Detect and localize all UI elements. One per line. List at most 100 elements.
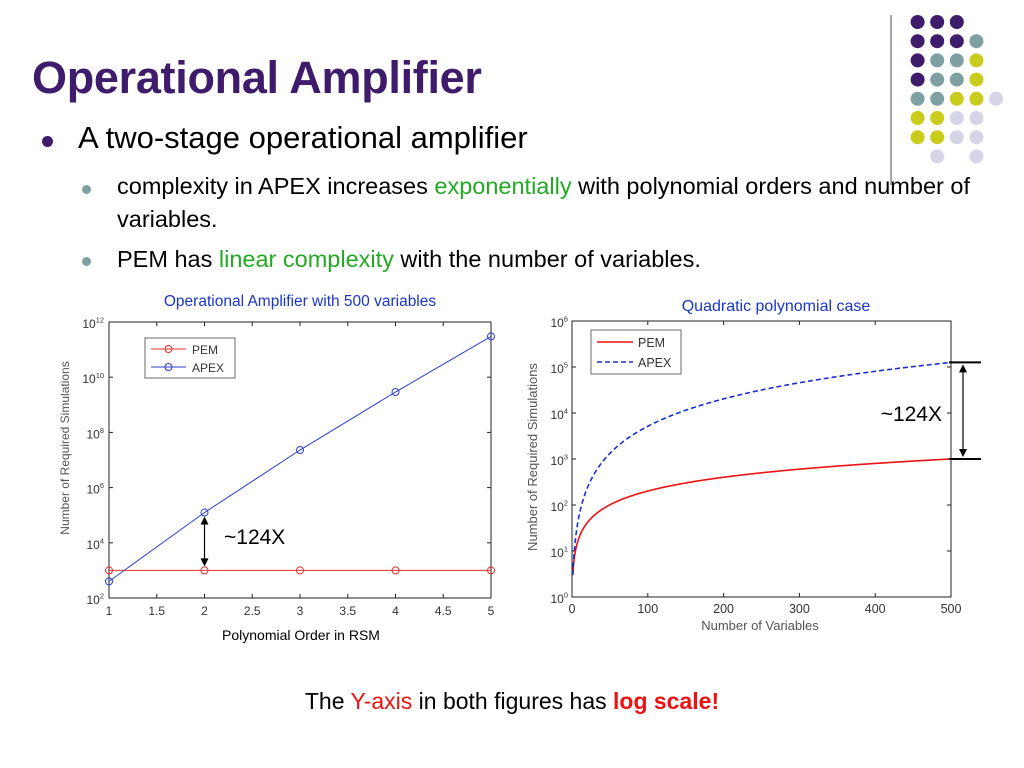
data-point-pem xyxy=(487,566,495,575)
legend-marker xyxy=(164,345,173,353)
legend-label: PEM xyxy=(192,343,218,357)
decorative-dot xyxy=(910,72,925,87)
y-tick-label: 103 xyxy=(551,453,569,468)
highlight-linear-complexity: linear complexity xyxy=(218,246,394,272)
y-tick-label: 106 xyxy=(87,481,105,496)
sub-bullet-complexity: complexity in APEX increases exponential… xyxy=(117,170,977,236)
annotation-arrowhead xyxy=(200,516,209,525)
decorative-dot xyxy=(910,111,925,125)
y-tick-label: 1010 xyxy=(82,371,104,386)
x-tick-label: 4 xyxy=(392,604,399,618)
x-tick-label: 500 xyxy=(941,602,962,616)
decorative-dot xyxy=(949,130,964,145)
series-line-apex xyxy=(571,361,952,576)
data-point-pem xyxy=(105,566,113,575)
x-tick-label: 3.5 xyxy=(339,604,356,618)
decorative-dot xyxy=(930,72,945,87)
decorative-dot xyxy=(930,91,945,106)
decorative-dot xyxy=(969,53,984,68)
data-point-pem xyxy=(296,566,304,575)
bullet-dot-icon xyxy=(42,136,53,147)
decorative-dot xyxy=(949,53,964,68)
data-point-apex xyxy=(105,577,113,586)
y-tick-label: 102 xyxy=(87,592,105,607)
decorative-dot xyxy=(930,111,945,125)
data-point-pem xyxy=(391,566,400,575)
sub-bullet-pem: PEM has linear complexity with the numbe… xyxy=(117,243,977,276)
sub-bullet-dot-icon xyxy=(82,257,91,266)
decorative-dot xyxy=(930,130,945,145)
chart-title: Operational Amplifier with 500 variables xyxy=(164,293,436,310)
series-line-pem xyxy=(571,458,952,576)
sub-bullet-text: with polynomial orders and number of var… xyxy=(117,173,970,232)
decorative-dot xyxy=(969,34,984,49)
y-tick-label: 101 xyxy=(551,545,569,560)
decorative-dot xyxy=(969,91,984,106)
y-axis-label: Number of Required Simulations xyxy=(58,361,72,534)
highlight-exponentially: exponentially xyxy=(434,173,572,199)
data-point-apex xyxy=(296,446,304,455)
decorative-dot xyxy=(969,149,984,164)
footer-note: The Y-axis in both figures has log scale… xyxy=(0,688,1024,715)
x-tick-label: 300 xyxy=(789,602,810,616)
y-tick-label: 100 xyxy=(551,591,569,606)
x-tick-label: 2 xyxy=(201,604,208,618)
x-tick-label: 4.5 xyxy=(435,604,452,618)
decorative-dot xyxy=(949,91,964,106)
legend-label: APEX xyxy=(638,356,672,370)
y-tick-label: 106 xyxy=(551,315,569,330)
highlight-y-axis: Y-axis xyxy=(350,688,413,714)
sub-bullet-text: with the number of variables. xyxy=(393,246,701,272)
bullet-main: A two-stage operational amplifier xyxy=(78,120,528,155)
decorative-dot xyxy=(930,34,945,49)
data-point-apex xyxy=(487,332,495,341)
decorative-dot xyxy=(930,149,945,164)
decorative-dot xyxy=(930,15,945,29)
annotation-arrowhead xyxy=(959,364,967,373)
y-axis-label: Number of Required Simulations xyxy=(525,363,540,551)
y-tick-label: 104 xyxy=(551,407,569,422)
legend-label: PEM xyxy=(638,336,665,350)
x-tick-label: 0 xyxy=(569,602,576,616)
decorative-dot xyxy=(910,15,925,29)
decorative-dot xyxy=(949,111,964,125)
slide-title: Operational Amplifier xyxy=(32,52,482,103)
decorative-dot xyxy=(989,91,1003,106)
sub-bullet-dot-icon xyxy=(82,185,91,194)
x-axis-label: Polynomial Order in RSM xyxy=(222,627,380,643)
y-tick-label: 105 xyxy=(551,361,569,376)
legend-marker xyxy=(164,363,173,371)
decorative-dot xyxy=(969,130,984,145)
decorative-dot xyxy=(949,34,964,49)
decorative-dot xyxy=(910,53,925,68)
data-point-apex xyxy=(391,388,400,397)
decorative-dot xyxy=(949,72,964,87)
data-point-pem xyxy=(200,566,209,575)
series-line-apex xyxy=(108,335,492,582)
annotation-arrowhead xyxy=(200,558,209,567)
x-tick-label: 2.5 xyxy=(244,604,261,618)
footer-text: The xyxy=(304,688,351,714)
plot-frame xyxy=(108,321,492,599)
decorative-dot xyxy=(949,15,964,29)
y-tick-label: 108 xyxy=(87,426,105,441)
x-tick-label: 200 xyxy=(713,602,734,616)
decorative-dot xyxy=(930,53,945,68)
y-tick-label: 104 xyxy=(87,536,105,551)
chart-title: Quadratic polynomial case xyxy=(682,298,871,315)
x-tick-label: 3 xyxy=(297,604,304,618)
x-tick-label: 1.5 xyxy=(148,604,165,618)
sub-bullet-text: PEM has xyxy=(117,246,219,272)
legend-label: APEX xyxy=(192,361,224,375)
highlight-log-scale: log scale! xyxy=(613,688,720,714)
x-tick-label: 400 xyxy=(865,602,886,616)
x-tick-label: 100 xyxy=(637,602,658,616)
decorative-dot xyxy=(910,130,925,145)
data-point-apex xyxy=(200,508,209,517)
footer-text: in both figures has xyxy=(412,688,614,714)
decorative-dot xyxy=(910,34,925,49)
x-tick-label: 5 xyxy=(488,604,495,618)
decorative-dot xyxy=(969,111,984,125)
